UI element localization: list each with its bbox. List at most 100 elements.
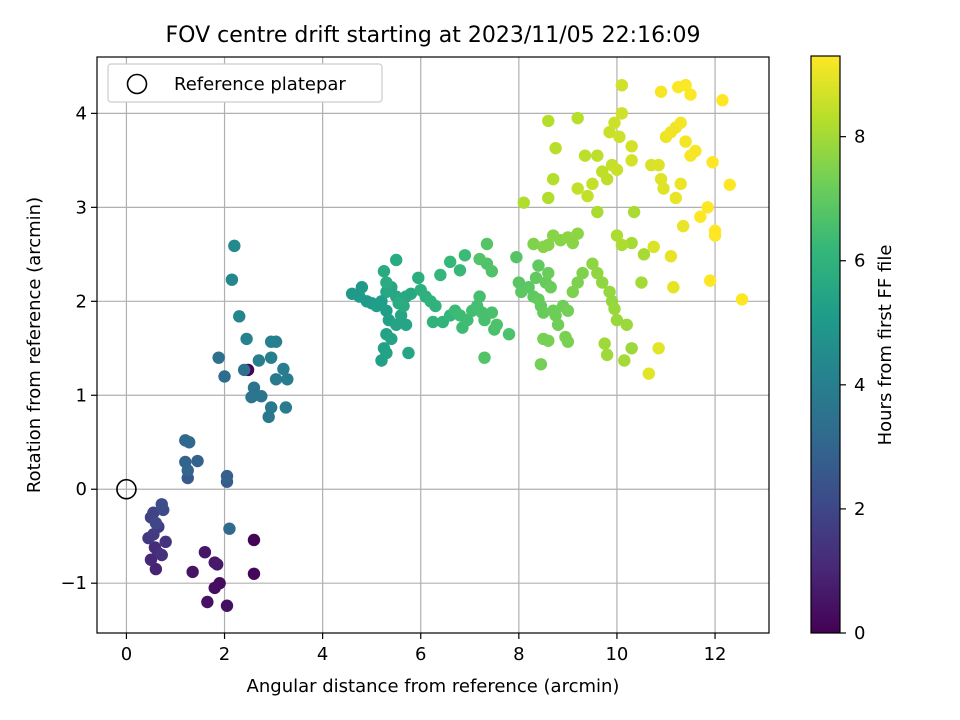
data-point bbox=[458, 249, 472, 262]
data-point bbox=[247, 533, 261, 547]
data-point bbox=[402, 346, 415, 360]
data-point bbox=[657, 182, 670, 195]
data-point bbox=[615, 78, 629, 92]
data-point bbox=[610, 163, 624, 176]
data-point bbox=[443, 255, 457, 269]
data-point bbox=[473, 290, 486, 303]
y-tick-label: 0 bbox=[76, 479, 87, 500]
data-point bbox=[571, 182, 584, 195]
data-point bbox=[159, 535, 172, 549]
data-point bbox=[252, 354, 266, 367]
data-point bbox=[716, 94, 729, 107]
reference-marker bbox=[116, 478, 137, 500]
data-point bbox=[245, 390, 258, 404]
data-point bbox=[404, 287, 418, 300]
data-point bbox=[527, 237, 540, 251]
data-point bbox=[723, 178, 736, 191]
data-point bbox=[635, 276, 648, 289]
data-point bbox=[676, 219, 690, 233]
data-point bbox=[510, 250, 523, 264]
data-points bbox=[142, 78, 749, 612]
chart-title: FOV centre drift starting at 2023/11/05 … bbox=[166, 23, 701, 48]
data-point bbox=[576, 266, 589, 280]
data-point bbox=[220, 599, 234, 612]
y-axis-ticks: −1 0 1 2 3 4 bbox=[60, 103, 97, 594]
data-point bbox=[542, 334, 555, 347]
data-point bbox=[225, 273, 239, 286]
x-tick-label: 2 bbox=[219, 644, 230, 665]
data-point bbox=[532, 259, 545, 272]
data-point bbox=[596, 276, 609, 289]
data-point bbox=[380, 276, 393, 289]
data-point bbox=[581, 189, 594, 203]
data-point bbox=[461, 313, 474, 327]
data-point bbox=[652, 342, 665, 355]
data-point bbox=[183, 436, 196, 449]
data-point bbox=[551, 318, 565, 331]
data-point bbox=[654, 85, 668, 98]
data-point bbox=[546, 172, 560, 186]
data-point bbox=[566, 236, 579, 250]
data-point bbox=[534, 358, 548, 371]
data-point bbox=[591, 205, 604, 219]
data-point bbox=[223, 522, 236, 535]
data-point bbox=[233, 310, 246, 323]
data-point bbox=[625, 236, 638, 250]
data-point bbox=[689, 144, 702, 158]
data-point bbox=[654, 172, 668, 186]
data-point bbox=[380, 346, 393, 360]
data-point bbox=[279, 401, 293, 414]
data-point bbox=[625, 154, 638, 167]
data-point bbox=[390, 318, 403, 331]
data-point bbox=[478, 351, 491, 364]
y-axis-label: Rotation from reference (arcmin) bbox=[24, 197, 45, 493]
data-point bbox=[578, 149, 592, 162]
data-point bbox=[615, 238, 629, 252]
data-point bbox=[642, 367, 656, 380]
data-point bbox=[228, 239, 241, 253]
data-point bbox=[453, 264, 467, 277]
data-point bbox=[522, 281, 535, 294]
data-point bbox=[277, 362, 290, 376]
data-point bbox=[201, 595, 214, 609]
data-point bbox=[212, 351, 225, 364]
data-point bbox=[703, 274, 717, 287]
y-tick-label: 1 bbox=[76, 385, 87, 406]
colorbar-ticks: 0 2 4 6 8 bbox=[840, 127, 865, 644]
data-point bbox=[684, 88, 697, 101]
data-point bbox=[537, 306, 550, 319]
data-point bbox=[679, 135, 692, 148]
data-point bbox=[735, 293, 749, 306]
data-point bbox=[571, 227, 584, 240]
data-point bbox=[610, 313, 624, 327]
data-point bbox=[247, 381, 261, 394]
data-point bbox=[434, 268, 447, 282]
data-point bbox=[281, 373, 294, 386]
data-point bbox=[544, 281, 557, 294]
data-point bbox=[652, 158, 665, 172]
data-point bbox=[262, 410, 275, 424]
colorbar-tick-label: 4 bbox=[854, 375, 865, 396]
data-point bbox=[480, 237, 494, 251]
data-point bbox=[625, 342, 638, 355]
x-axis-label: Angular distance from reference (arcmin) bbox=[247, 676, 620, 697]
data-point bbox=[385, 332, 398, 346]
colorbar: 0 2 4 6 8 Hours from first FF file bbox=[810, 55, 896, 644]
data-point bbox=[542, 191, 555, 205]
data-point bbox=[397, 299, 410, 313]
data-point bbox=[701, 201, 714, 214]
data-point bbox=[485, 306, 499, 319]
data-point bbox=[586, 177, 599, 191]
data-point bbox=[674, 116, 687, 129]
data-point bbox=[679, 78, 692, 92]
data-point bbox=[490, 318, 503, 331]
data-point bbox=[375, 295, 388, 308]
data-point bbox=[561, 304, 575, 317]
data-point bbox=[618, 354, 631, 367]
data-point bbox=[512, 276, 526, 289]
data-point bbox=[571, 111, 584, 125]
y-tick-label: 2 bbox=[76, 291, 87, 312]
data-point bbox=[264, 401, 278, 414]
plot-frame bbox=[96, 56, 770, 634]
data-point bbox=[586, 257, 599, 270]
